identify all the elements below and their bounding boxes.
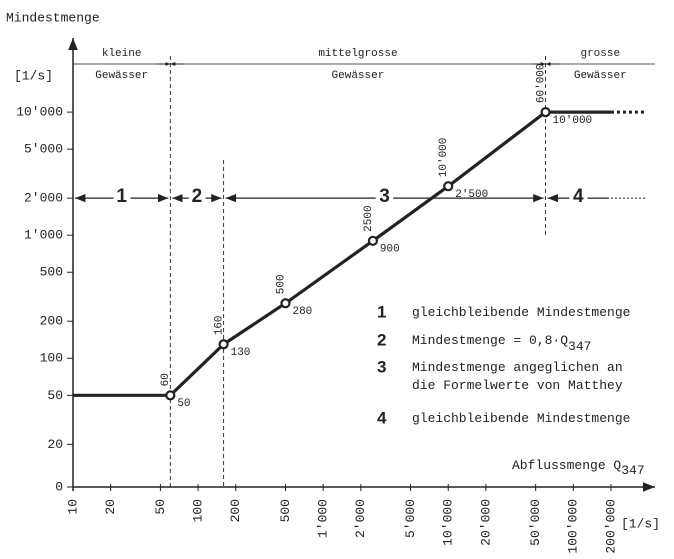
x-axis-label: Abflussmenge Q347 <box>512 458 645 478</box>
y-axis-label: Mindestmenge <box>6 10 100 25</box>
point-value-label: 900 <box>380 244 400 256</box>
legend-text: die Formelwerte von Matthey <box>412 378 623 393</box>
y-tick-label: 1'000 <box>24 228 63 243</box>
size-class-label: Gewässer <box>574 70 627 82</box>
size-class-label: Gewässer <box>95 70 148 82</box>
x-tick-label: 100'000 <box>566 499 581 554</box>
point-value-label: 10'000 <box>553 115 593 127</box>
point-value-label: 130 <box>231 347 251 359</box>
point-value-label: 50 <box>177 398 190 410</box>
legend-text: gleichbleibende Mindestmenge <box>412 305 630 320</box>
legend-text: Mindestmenge = 0,8·Q347 <box>412 333 591 354</box>
size-class-label: grosse <box>580 48 620 60</box>
x-unit: [1/s] <box>621 516 660 531</box>
size-class-label: mittelgrosse <box>318 48 397 60</box>
y-tick-label: 500 <box>40 265 63 280</box>
legend-text: Mindestmenge angeglichen an <box>412 360 623 375</box>
point-value-label: 2'500 <box>455 189 488 201</box>
zone-label: 1 <box>116 186 127 207</box>
legend-text-main: gleichbleibende Mindestmenge <box>412 411 630 426</box>
size-class-label: kleine <box>102 48 142 60</box>
y-tick-label: 2'000 <box>24 191 63 206</box>
data-point <box>280 298 291 309</box>
point-x-label: 60'000 <box>535 63 547 103</box>
point-x-label: 10'000 <box>438 138 450 178</box>
point-x-label: 500 <box>275 274 287 294</box>
y-unit: [1/s] <box>14 68 53 83</box>
point-x-label: 2500 <box>363 205 375 231</box>
legend-text-main: gleichbleibende Mindestmenge <box>412 305 630 320</box>
y-tick-label: 5'000 <box>24 142 63 157</box>
x-tick-label: 500 <box>278 499 293 522</box>
x-tick-label: 100 <box>191 499 206 522</box>
data-point <box>367 235 379 246</box>
x-tick-label: 10 <box>65 499 80 515</box>
zone-label: 2 <box>192 186 203 207</box>
data-point <box>540 107 551 118</box>
point-value-label: 280 <box>292 306 312 318</box>
x-tick-label: 5'000 <box>403 499 418 538</box>
legend-number: 2 <box>377 330 386 349</box>
x-axis-label-main: Abflussmenge Q <box>512 458 621 473</box>
x-axis-label-sub: 347 <box>621 463 644 478</box>
x-tick-label: 10'000 <box>441 499 456 546</box>
zone-label: 4 <box>573 186 584 207</box>
legend-text: gleichbleibende Mindestmenge <box>412 411 630 426</box>
y-tick-label: 0 <box>55 479 63 494</box>
x-tick-label: 50 <box>153 499 168 515</box>
legend-number: 4 <box>377 408 387 427</box>
x-tick-label: 20 <box>103 499 118 515</box>
point-x-label: 60 <box>160 373 172 386</box>
x-tick-label: 2'000 <box>353 499 368 538</box>
x-tick-label: 20'000 <box>478 499 493 546</box>
legend-text-sub: 347 <box>568 339 591 354</box>
size-class-label: Gewässer <box>332 70 385 82</box>
y-tick-label: 10'000 <box>16 105 63 120</box>
y-tick-label: 50 <box>47 388 63 403</box>
legend-number: 3 <box>377 357 386 376</box>
point-x-label: 160 <box>214 315 226 335</box>
data-point <box>165 390 176 401</box>
y-tick-label: 100 <box>40 351 63 366</box>
x-tick-label: 200 <box>228 499 243 522</box>
legend-text-main: die Formelwerte von Matthey <box>412 378 623 393</box>
y-tick-label: 20 <box>47 437 63 452</box>
data-point <box>443 181 454 192</box>
x-tick-label: 200'000 <box>603 499 618 554</box>
x-tick-label: 1'000 <box>316 499 331 538</box>
y-tick-label: 200 <box>40 314 63 329</box>
legend-number: 1 <box>377 302 386 321</box>
legend-text-main: Mindestmenge = 0,8·Q <box>412 333 568 348</box>
x-tick-label: 50'000 <box>528 499 543 546</box>
zone-label: 3 <box>379 186 390 207</box>
data-line <box>73 110 611 397</box>
legend-text-main: Mindestmenge angeglichen an <box>412 360 623 375</box>
data-point <box>218 339 229 350</box>
